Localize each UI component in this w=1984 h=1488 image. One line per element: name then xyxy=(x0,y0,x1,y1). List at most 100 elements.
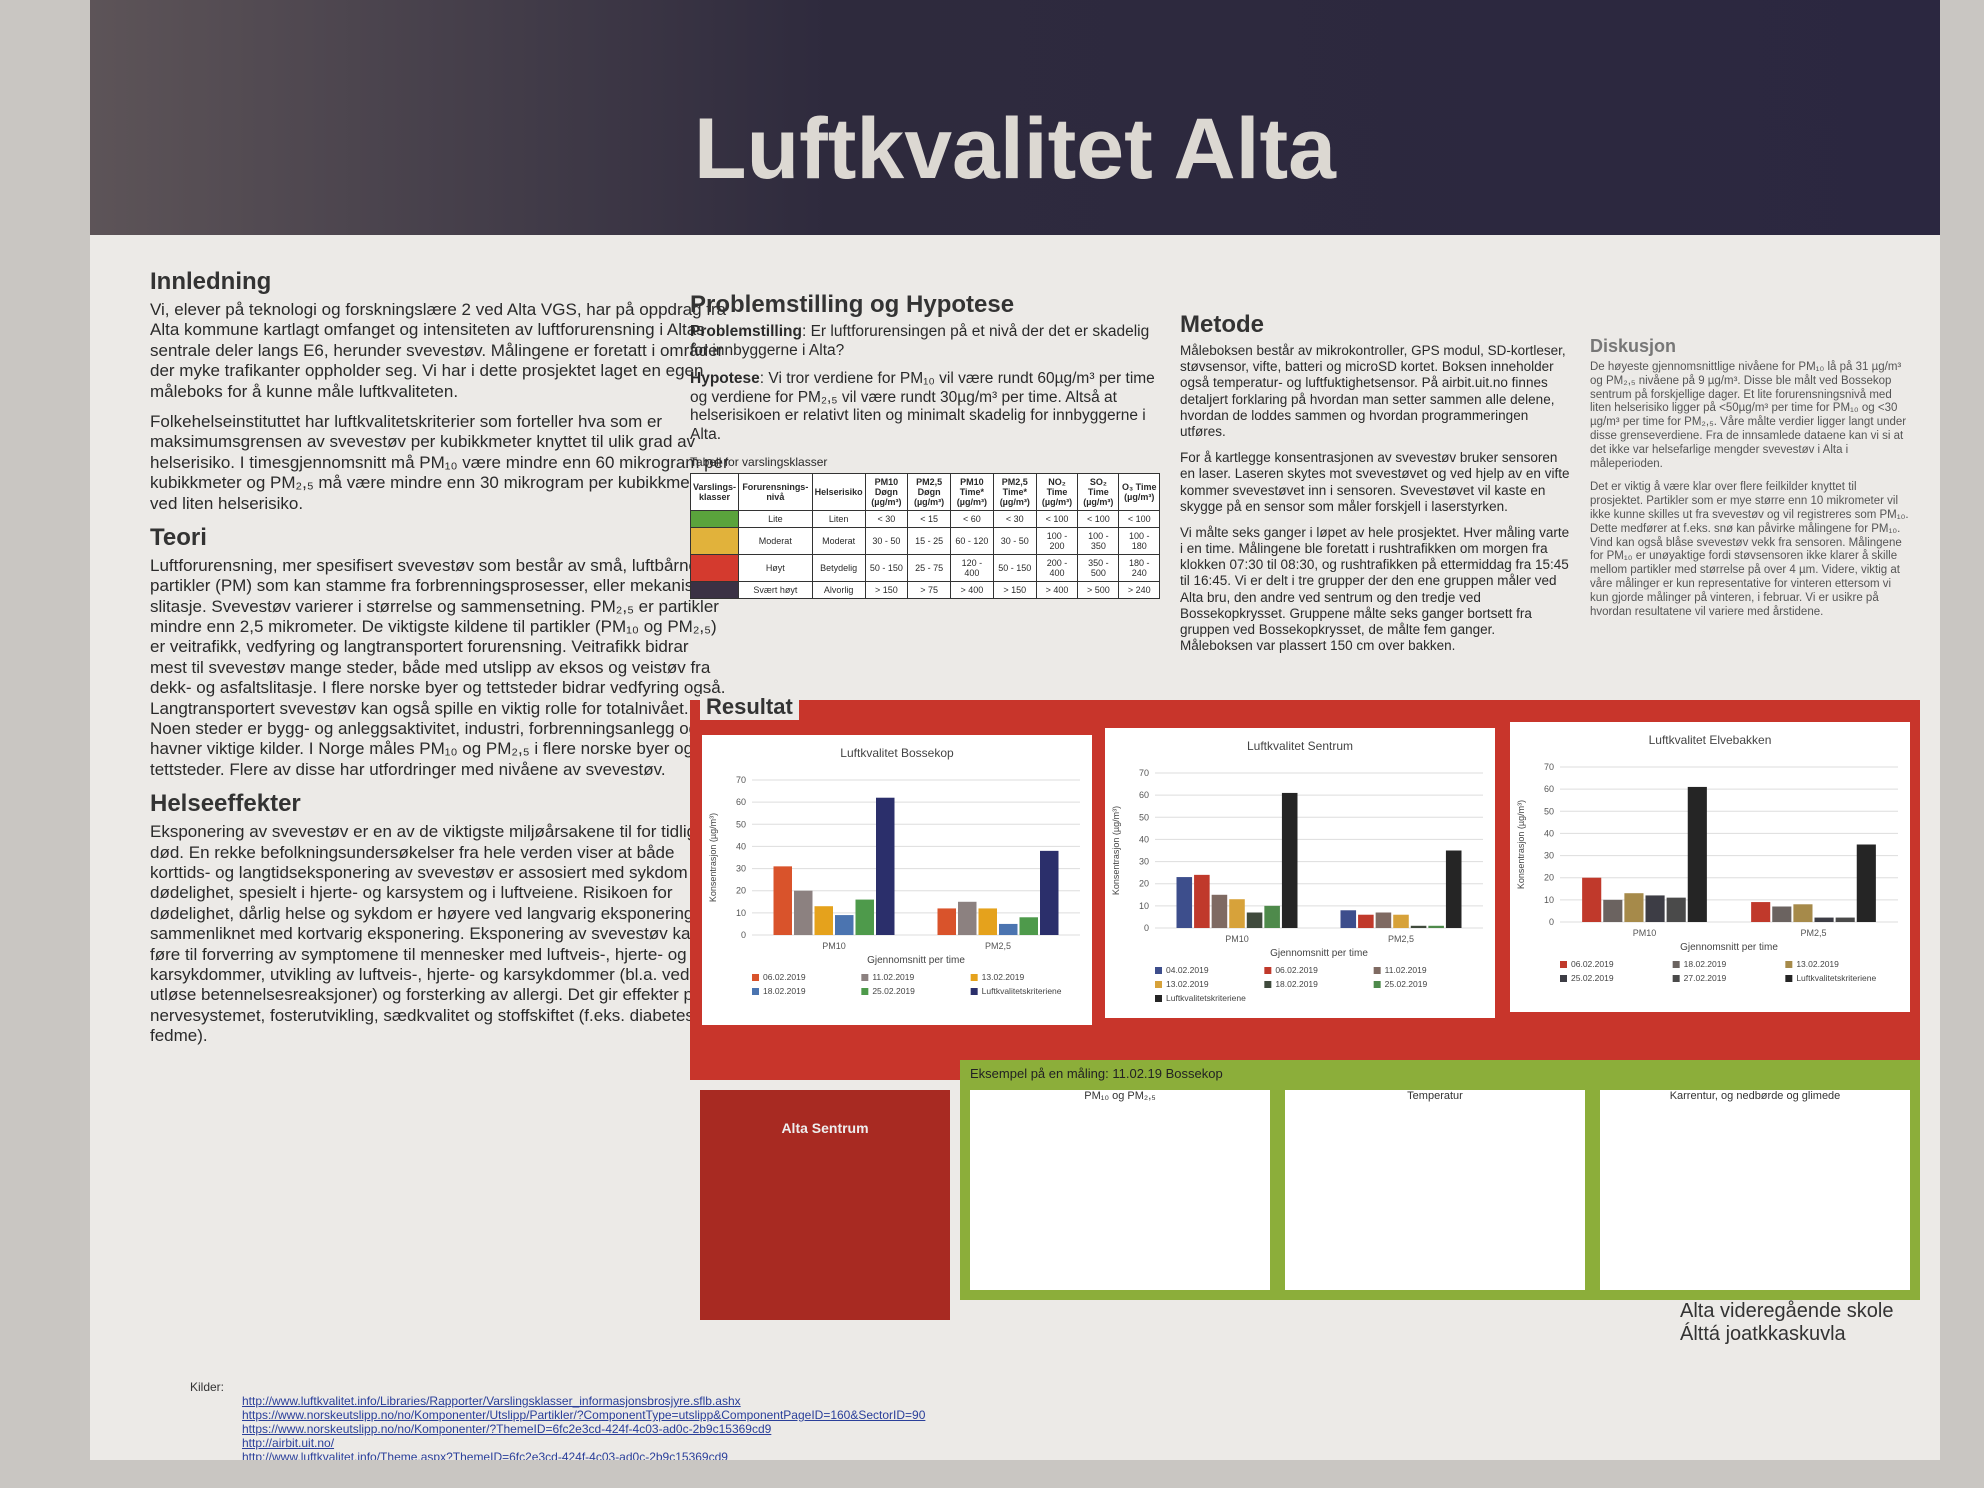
row: Svært høyt Alvorlig > 150 > 75 > 400 > 150 > 4… xyxy=(689,580,1160,599)
legend-label: 11.02.2019 xyxy=(872,972,914,982)
bar xyxy=(1835,917,1855,922)
cell: > 75 xyxy=(907,580,952,599)
caption: Tabell for varslingsklasser xyxy=(690,454,828,469)
legend-swatch xyxy=(1373,981,1381,988)
y-axis-label: Konsentrasjon (µg/m³) xyxy=(708,813,718,902)
y-tick-label: 70 xyxy=(736,775,746,785)
bar xyxy=(1375,912,1392,928)
bar xyxy=(1246,912,1263,928)
legend-label: 27.02.2019 xyxy=(1684,973,1727,983)
y-tick-label: 40 xyxy=(736,841,746,851)
cell: < 30 xyxy=(992,509,1037,528)
example-chart: Temperatur xyxy=(1285,1090,1585,1290)
legend-swatch xyxy=(1560,961,1567,968)
link[interactable]: https://www.norskeutslipp.no/no/Komponen… xyxy=(242,1408,926,1422)
legend-swatch xyxy=(1264,967,1272,974)
text: : Vi tror verdiene for PM₁₀ vil være run… xyxy=(690,370,1155,443)
y-tick-label: 10 xyxy=(736,908,746,918)
cell: < 100 xyxy=(1077,509,1120,528)
header-row: Varslings-klasser Forurensnings-nivå Helse… xyxy=(689,472,1160,511)
paragraph: Luftforurensning, mer spesifisert sveves… xyxy=(150,555,726,779)
cell: 30 - 50 xyxy=(992,526,1037,555)
cell: > 240 xyxy=(1118,580,1160,599)
legend-swatch xyxy=(1373,967,1381,974)
row: Moderat Moderat 30 - 50 15 - 25 60 - 120 30 -… xyxy=(689,526,1160,555)
header-cell: Forurensnings-nivå xyxy=(738,472,813,511)
paragraph: Det er viktig å være klar over flere fei… xyxy=(1590,481,1909,618)
heading: Innledning xyxy=(150,268,272,295)
bar xyxy=(1019,917,1038,935)
paragraph: Vi, elever på teknologi og forskningslær… xyxy=(150,300,727,401)
legend-label: 13.02.2019 xyxy=(982,972,1025,982)
bar xyxy=(876,797,895,935)
cell: Alvorlig xyxy=(811,580,866,599)
paragraph: Folkehelseinstituttet har luftkvalitetsk… xyxy=(150,411,729,513)
x-tick-label: PM2,5 xyxy=(1800,928,1826,938)
cell: > 150 xyxy=(864,580,909,599)
legend-swatch xyxy=(752,988,759,995)
cell: < 100 xyxy=(1035,509,1079,528)
legend-swatch xyxy=(970,988,978,995)
header-band: Luftkvalitet Alta xyxy=(90,0,1940,235)
y-axis-label: Konsentrasjon (µg/m³) xyxy=(1111,806,1121,895)
y-tick-label: 10 xyxy=(1544,895,1554,905)
y-tick-label: 0 xyxy=(1549,917,1554,927)
bar xyxy=(1814,917,1834,922)
header-cell: PM2,5 Døgn (µg/m³) xyxy=(907,472,952,511)
link[interactable]: http://airbit.uit.no/ xyxy=(242,1436,335,1450)
cell: Liten xyxy=(811,509,866,528)
color-cell xyxy=(689,526,740,555)
link[interactable]: http://www.luftkvalitet.info/Libraries/R… xyxy=(242,1394,741,1408)
cell: 50 - 150 xyxy=(864,553,909,582)
y-tick-label: 0 xyxy=(1144,923,1149,933)
title: Alta Sentrum xyxy=(781,1120,869,1136)
cell: > 400 xyxy=(950,580,994,599)
example-panel: Eksempel på en måling: 11.02.19 Bossekop… xyxy=(960,1060,1920,1300)
chart: Luftkvalitet Elvebakken Konsentrasjon (µg… xyxy=(1510,722,1910,1012)
header-cell: O₃ Time (µg/m³) xyxy=(1118,472,1160,511)
bar xyxy=(773,866,792,935)
header-cell: SO₂ Time (µg/m³) xyxy=(1077,472,1120,511)
bar xyxy=(1624,893,1644,922)
bar xyxy=(1751,902,1771,922)
legend-swatch xyxy=(1785,961,1793,968)
x-axis-label: Gjennomsnitt per time xyxy=(867,955,965,966)
footer: Alta videregående skole Álttá joatkkasku… xyxy=(1680,1300,1893,1346)
cell: 180 - 240 xyxy=(1118,553,1160,582)
link[interactable]: http://www.luftkvalitet.info/Theme.aspx?… xyxy=(242,1450,728,1460)
bar xyxy=(1229,899,1245,928)
y-tick-label: 50 xyxy=(1544,806,1554,816)
y-tick-label: 20 xyxy=(736,886,746,896)
y-tick-label: 10 xyxy=(1139,901,1149,911)
paragraph: Problemstilling: Er luftforurensingen på… xyxy=(690,323,1160,360)
chart: Luftkvalitet Sentrum Konsentrasjon (µg/m³… xyxy=(1105,728,1495,1018)
bar xyxy=(1603,899,1623,922)
paragraph: For å kartlegge konsentrasjonen av sveve… xyxy=(1180,450,1570,514)
school: Alta videregående skole xyxy=(1680,1300,1894,1322)
column-3: Metode Måleboksen består av mikrokontrol… xyxy=(1180,305,1570,664)
title: Eksempel på en måling: 11.02.19 Bossekop xyxy=(970,1066,1223,1081)
cell: 100 - 180 xyxy=(1118,526,1160,555)
cell: > 500 xyxy=(1077,580,1120,599)
bar xyxy=(1687,786,1707,922)
legend-swatch xyxy=(1672,961,1680,968)
bar xyxy=(1264,905,1280,928)
table: Varslings-klasser Forurensnings-nivå Helse… xyxy=(689,472,1160,599)
color-cell xyxy=(689,580,740,599)
cell: 25 - 75 xyxy=(907,553,952,582)
example-chart: PM₁₀ og PM₂,₅ xyxy=(970,1090,1270,1290)
legend-label: Luftkvalitetskriteriene xyxy=(982,986,1062,996)
bar xyxy=(1856,844,1876,922)
legend-swatch xyxy=(1155,995,1162,1002)
legend-swatch xyxy=(1155,981,1162,988)
heading: Problemstilling og Hypotese xyxy=(690,291,1015,318)
chart-title: Luftkvalitet Bossekop xyxy=(840,746,954,760)
legend-label: 25.02.2019 xyxy=(872,986,915,996)
bar xyxy=(999,923,1018,935)
heading: Metode xyxy=(1180,311,1264,338)
heading: Teori xyxy=(150,523,207,551)
x-axis-label: Gjennomsnitt per time xyxy=(1270,948,1368,959)
x-tick-label: PM10 xyxy=(822,941,846,951)
paragraph: Måleboksen består av mikrokontroller, GP… xyxy=(1180,343,1566,439)
link[interactable]: https://www.norskeutslipp.no/no/Komponen… xyxy=(242,1422,772,1436)
